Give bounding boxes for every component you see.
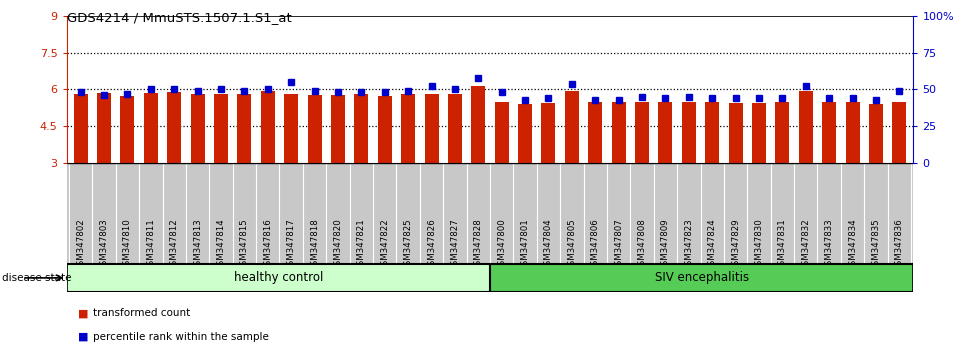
Bar — [490, 264, 913, 292]
Text: ■: ■ — [78, 308, 89, 318]
Bar — [612, 102, 625, 163]
Text: GDS4214 / MmuSTS.1507.1.S1_at: GDS4214 / MmuSTS.1507.1.S1_at — [67, 11, 291, 24]
Bar — [659, 102, 672, 163]
Text: percentile rank within the sample: percentile rank within the sample — [93, 332, 269, 342]
Bar — [308, 95, 321, 163]
Text: ■: ■ — [78, 332, 89, 342]
Bar — [237, 94, 252, 163]
Bar — [846, 102, 859, 163]
Text: healthy control: healthy control — [233, 272, 323, 284]
Text: SIV encephalitis: SIV encephalitis — [655, 272, 749, 284]
Bar — [331, 95, 345, 163]
Bar — [74, 94, 87, 163]
Bar — [728, 103, 743, 163]
Bar — [893, 102, 907, 163]
Bar — [564, 91, 579, 163]
Bar — [261, 91, 274, 163]
Bar — [799, 91, 812, 163]
Bar — [168, 92, 181, 163]
Text: disease state: disease state — [2, 273, 72, 283]
Bar — [214, 94, 228, 163]
Bar — [401, 94, 416, 163]
Bar — [471, 86, 485, 163]
Bar — [495, 102, 509, 163]
Bar — [682, 102, 696, 163]
Bar — [97, 93, 111, 163]
Bar — [706, 102, 719, 163]
Bar — [284, 94, 298, 163]
Bar — [542, 103, 556, 163]
Bar — [775, 102, 790, 163]
Bar — [518, 104, 532, 163]
Bar — [355, 94, 368, 163]
Bar — [144, 93, 158, 163]
Bar — [448, 94, 462, 163]
Bar — [377, 96, 392, 163]
Bar — [190, 94, 205, 163]
Bar — [869, 104, 883, 163]
Bar — [635, 102, 649, 163]
Text: transformed count: transformed count — [93, 308, 190, 318]
Bar — [752, 103, 766, 163]
Bar — [822, 102, 836, 163]
Bar — [121, 96, 134, 163]
Bar — [588, 102, 603, 163]
Bar — [424, 94, 438, 163]
Bar — [67, 264, 490, 292]
